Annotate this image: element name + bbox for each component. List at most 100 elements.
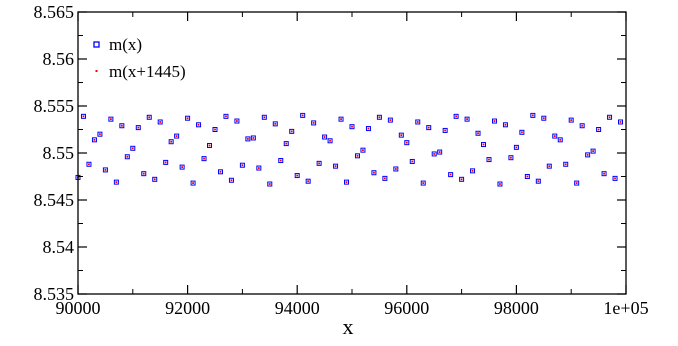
data-point-m-shift bbox=[471, 169, 474, 172]
data-point-m bbox=[442, 127, 448, 133]
data-point-m-shift bbox=[257, 167, 260, 169]
data-point-m bbox=[174, 133, 180, 139]
data-point-m-shift bbox=[225, 115, 227, 118]
data-point-m-shift bbox=[542, 117, 545, 120]
data-point-m-shift bbox=[312, 122, 315, 124]
data-point-m bbox=[327, 138, 333, 144]
data-point-m-shift bbox=[537, 180, 540, 183]
data-point-m bbox=[420, 180, 426, 186]
data-point-m bbox=[338, 116, 344, 122]
data-point-m-shift bbox=[405, 141, 408, 144]
data-point-m bbox=[398, 132, 404, 138]
data-point-m bbox=[289, 128, 295, 134]
data-point-m-shift bbox=[197, 123, 200, 126]
x-tick-label: 92000 bbox=[165, 298, 210, 318]
x-tick-label: 1e+05 bbox=[603, 298, 648, 318]
data-point-m-shift bbox=[164, 161, 167, 164]
data-point-m bbox=[585, 152, 591, 158]
data-point-m bbox=[190, 180, 196, 186]
legend-label-m-shift: m(x+1445) bbox=[109, 62, 186, 81]
data-point-m-shift bbox=[378, 116, 381, 119]
data-point-m bbox=[97, 131, 103, 137]
data-point-m bbox=[349, 124, 355, 130]
data-point-m bbox=[393, 166, 399, 172]
data-point-m bbox=[196, 122, 202, 128]
data-point-m-shift bbox=[285, 142, 288, 145]
data-point-m bbox=[207, 142, 213, 148]
data-point-m-shift bbox=[296, 174, 299, 177]
data-point-m-shift bbox=[499, 183, 501, 185]
x-axis-title: x bbox=[343, 314, 354, 339]
data-point-m-shift bbox=[148, 116, 151, 119]
data-point-m bbox=[152, 176, 158, 182]
y-tick-label: 8.555 bbox=[34, 96, 75, 116]
data-point-m bbox=[354, 153, 360, 159]
data-point-m bbox=[426, 125, 432, 131]
data-point-m-shift bbox=[159, 121, 162, 123]
plot-frame bbox=[77, 11, 627, 295]
data-point-m bbox=[519, 129, 525, 135]
data-point-m bbox=[267, 181, 273, 187]
data-point-m bbox=[91, 137, 97, 143]
y-tick-label: 8.565 bbox=[34, 2, 75, 22]
data-point-m bbox=[212, 127, 218, 132]
data-point-m bbox=[300, 112, 306, 118]
data-point-m-shift bbox=[449, 173, 452, 176]
data-point-m-shift bbox=[367, 127, 370, 130]
data-point-m-shift bbox=[323, 136, 326, 138]
data-point-m bbox=[316, 160, 322, 166]
data-point-m bbox=[546, 163, 552, 169]
x-tick-label: 98000 bbox=[494, 298, 539, 318]
data-point-m-shift bbox=[619, 121, 622, 123]
data-point-m-shift bbox=[433, 153, 436, 155]
y-tick-label: 8.54 bbox=[43, 237, 75, 257]
data-point-m-shift bbox=[477, 132, 479, 135]
data-point-m bbox=[557, 137, 563, 143]
data-point-m-shift bbox=[608, 116, 611, 119]
data-point-m-shift bbox=[301, 114, 304, 117]
data-point-m bbox=[481, 142, 487, 148]
data-point-m-shift bbox=[340, 118, 342, 121]
data-point-m-shift bbox=[570, 119, 573, 121]
data-point-m bbox=[124, 154, 130, 160]
data-point-m-shift bbox=[493, 120, 496, 122]
data-point-m-shift bbox=[115, 181, 118, 184]
data-point-m bbox=[563, 161, 569, 167]
legend-marker-m-shift bbox=[95, 70, 98, 72]
data-point-m bbox=[579, 123, 585, 129]
data-point-m bbox=[376, 114, 382, 120]
data-point-m bbox=[185, 115, 191, 121]
data-point-m-shift bbox=[603, 172, 605, 175]
data-point-m-shift bbox=[510, 156, 512, 159]
data-point-m bbox=[108, 116, 114, 122]
data-point-m bbox=[601, 171, 607, 177]
data-point-m-shift bbox=[520, 131, 523, 134]
legend-label-m: m(x) bbox=[109, 35, 142, 54]
data-point-m bbox=[250, 135, 256, 141]
data-point-m-shift bbox=[394, 168, 397, 170]
data-point-m bbox=[223, 113, 229, 119]
data-point-m-shift bbox=[597, 128, 600, 131]
data-point-m bbox=[305, 178, 311, 184]
data-point-m-shift bbox=[334, 165, 337, 168]
data-point-m bbox=[464, 116, 470, 122]
data-point-m-shift bbox=[422, 182, 425, 184]
data-point-m bbox=[179, 164, 185, 170]
data-point-m bbox=[234, 118, 240, 124]
y-tick-label: 8.535 bbox=[34, 284, 75, 304]
data-point-m-shift bbox=[126, 155, 129, 158]
data-point-m-shift bbox=[268, 183, 271, 185]
data-point-m bbox=[141, 171, 147, 177]
data-point-m bbox=[278, 158, 284, 164]
data-point-m bbox=[409, 158, 415, 164]
y-tick-label: 8.545 bbox=[34, 190, 75, 210]
data-point-m bbox=[256, 165, 262, 171]
y-tick-label: 8.56 bbox=[43, 49, 75, 69]
data-point-m bbox=[113, 179, 119, 185]
data-point-m-shift bbox=[531, 114, 534, 117]
data-point-m-shift bbox=[208, 144, 211, 147]
data-point-m bbox=[497, 181, 503, 187]
data-point-m-shift bbox=[455, 115, 458, 118]
data-point-m-shift bbox=[263, 116, 266, 119]
data-point-m bbox=[245, 136, 251, 142]
